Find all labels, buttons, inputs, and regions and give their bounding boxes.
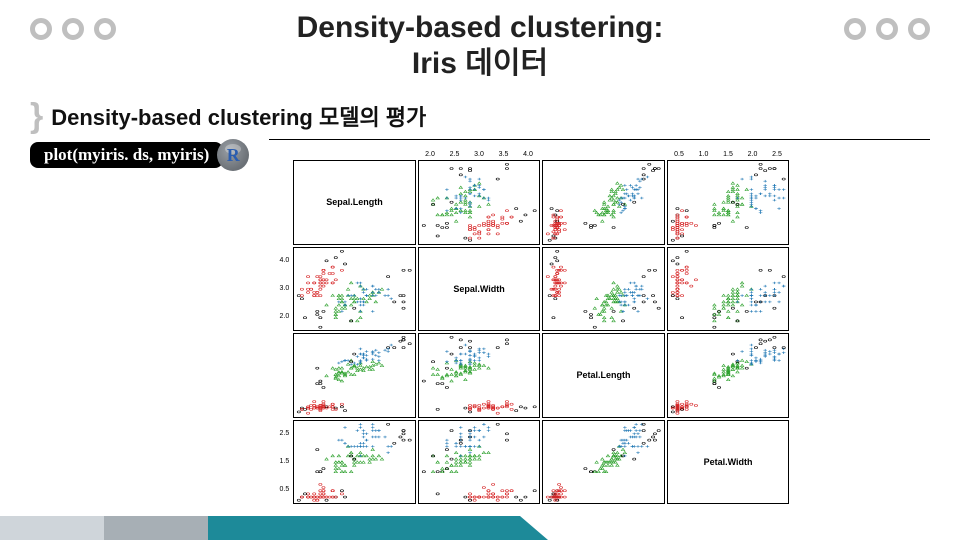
axis-top-ticks — [542, 144, 665, 158]
ring-icon — [844, 18, 866, 40]
ring-icon — [94, 18, 116, 40]
ring-decor-right — [844, 18, 930, 40]
axis-left-ticks: 2.03.04.0 — [269, 247, 291, 332]
subtitle-row: } Density-based clustering 모델의 평가 — [30, 99, 960, 133]
axis-left-ticks — [269, 160, 291, 245]
content-area: plot(myiris. ds, myiris) R 2.02.53.03.54… — [0, 139, 960, 504]
ring-icon — [908, 18, 930, 40]
footer-seg-2 — [104, 516, 208, 540]
scatter-cell — [667, 333, 790, 418]
scatter-cell — [542, 420, 665, 505]
footer-seg-3 — [208, 516, 520, 540]
code-command: plot(myiris. ds, myiris) — [30, 142, 223, 168]
ring-icon — [62, 18, 84, 40]
r-logo-icon: R — [217, 139, 249, 171]
diag-label-cell: Petal.Width — [667, 420, 790, 505]
section-subtitle: Density-based clustering 모델의 평가 — [51, 100, 426, 132]
title-line1: Density-based clustering: — [297, 11, 664, 44]
ring-icon — [876, 18, 898, 40]
title-line2: Iris 데이터 — [412, 47, 548, 80]
scatter-cell — [542, 160, 665, 245]
scatter-cell — [542, 247, 665, 332]
axis-top-ticks: 0.51.01.52.02.5 — [667, 144, 790, 158]
pairs-plot-wrap: 2.02.53.03.54.0 0.51.01.52.02.5 2.03.04.0 0… — [269, 139, 930, 504]
footer-bar — [0, 516, 520, 540]
r-letter: R — [227, 145, 240, 166]
diag-label-cell: Sepal.Length — [293, 160, 416, 245]
scatter-cell — [293, 333, 416, 418]
axis-top-ticks — [293, 144, 416, 158]
brace-icon: } — [30, 99, 43, 133]
scatter-cell — [667, 247, 790, 332]
scatter-cell — [667, 160, 790, 245]
slide-header: Density-based clustering: Iris 데이터 — [0, 0, 960, 87]
scatter-cell — [418, 160, 541, 245]
page-title: Density-based clustering: Iris 데이터 — [297, 10, 664, 82]
code-badge-group: plot(myiris. ds, myiris) R — [30, 139, 249, 171]
scatter-cell — [418, 333, 541, 418]
ring-decor-left — [30, 18, 116, 40]
axis-left-ticks: 0.51.52.5 — [269, 420, 291, 505]
ring-icon — [30, 18, 52, 40]
footer-seg-1 — [0, 516, 104, 540]
diag-label-cell: Sepal.Width — [418, 247, 541, 332]
axis-top-ticks: 2.02.53.03.54.0 — [418, 144, 541, 158]
scatter-cell — [293, 420, 416, 505]
scatter-cell — [293, 247, 416, 332]
axis-left-ticks — [269, 333, 291, 418]
scatter-cell — [418, 420, 541, 505]
diag-label-cell: Petal.Length — [542, 333, 665, 418]
scatter-matrix: 2.02.53.03.54.0 0.51.01.52.02.5 2.03.04.0 0… — [269, 144, 789, 504]
